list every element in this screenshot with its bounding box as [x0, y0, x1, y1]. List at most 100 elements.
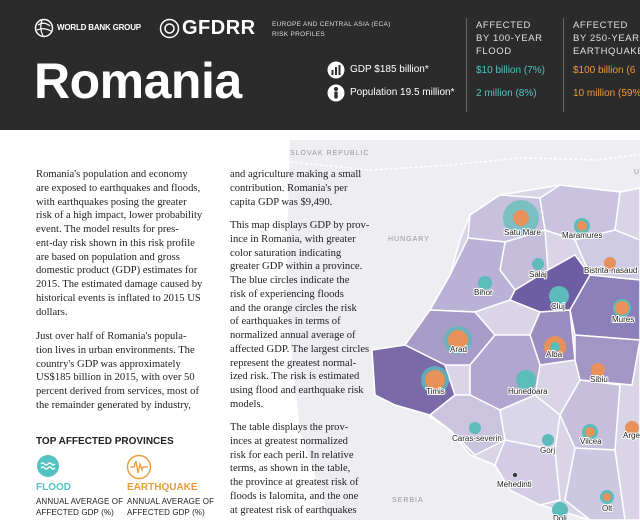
section-title: TOP AFFECTED PROVINCES [36, 436, 174, 447]
text-line: risk of a high impact, lower probability [36, 210, 203, 222]
peril-caption: ANNUAL AVERAGE OF [127, 497, 215, 506]
flood-circle [478, 276, 492, 290]
gdp-icon [327, 61, 345, 79]
risk-map: SLOVAK REPUBLIC HUNGARY SERBIA U Satu Ma… [286, 140, 640, 520]
province-label: Mures [612, 315, 634, 324]
text-line: using flood and earthquake risk [230, 385, 364, 396]
text-line: are based on population and gross [36, 251, 180, 263]
text-line: Romania's population and economy [36, 169, 188, 180]
gfdrr-icon [159, 18, 180, 39]
column-value: 2 million (8%) [476, 88, 537, 99]
text-line: affected GDP. The largest circles [230, 343, 370, 355]
province-label: Salaj [529, 270, 547, 279]
country-label: U [634, 169, 640, 176]
province-shape [494, 439, 561, 506]
province-label: Arad [450, 345, 467, 354]
province-shape [573, 229, 640, 281]
column-heading: AFFECTED [573, 20, 628, 31]
country-label: HUNGARY [388, 236, 430, 243]
text-line: ince in Romania, with greater [230, 233, 356, 245]
earthquake-icon [126, 454, 152, 480]
province-label: Alba [546, 350, 563, 359]
text-line: greater GDP within a province. [230, 261, 363, 273]
flood-circle [516, 370, 536, 390]
column-value: 10 million (59% [573, 88, 640, 99]
province-label: Hunedoara [508, 387, 548, 396]
peril-caption: ANNUAL AVERAGE OF [36, 497, 124, 506]
province-label: Mehedinti [497, 480, 532, 489]
text-line: The blue circles indicate the [230, 275, 350, 286]
text-line: normalized annual average of [230, 330, 356, 341]
quake-circle [513, 210, 529, 226]
divider [466, 18, 467, 112]
text-line: capita GDP was $9,490. [230, 196, 333, 208]
text-line: and agriculture making a small [230, 169, 362, 180]
peril-caption: AFFECTED GDP (%) [36, 508, 114, 517]
text-line: of earthquakes in terms of [230, 316, 341, 328]
flood-circle [550, 342, 560, 352]
text-line: represent the greatest normal- [230, 357, 357, 369]
province-label: Bistrita-nasaud [584, 266, 637, 275]
province-label: Gorj [540, 446, 555, 455]
column-heading: FLOOD [476, 46, 512, 57]
column-heading: EARTHQUAKE [573, 46, 640, 57]
country-label: SERBIA [392, 497, 424, 504]
text-line: and the orange circles the risk [230, 302, 357, 314]
text-line: ized risk. The risk is estimated [230, 371, 360, 383]
text-line: inces at greatest normalized [230, 435, 348, 447]
risk-circles [421, 200, 639, 518]
flood-circle [552, 502, 568, 518]
text-line: ent-day risk shown in this risk profile [36, 237, 195, 249]
text-line: floods is Ialomita, and the one [230, 490, 359, 502]
province-label: Cluj [551, 302, 565, 311]
stat-text: Population 19.5 million* [350, 87, 455, 98]
province-label: Olt [602, 504, 613, 513]
text-line: dollars. [36, 306, 68, 318]
quake-circle [591, 363, 605, 377]
quake-circle [603, 493, 611, 501]
text-line: the province at greatest risk of [230, 477, 359, 488]
text-line: event. The model results for pres- [36, 224, 179, 235]
world-bank-icon [34, 18, 54, 38]
province-label: Dolj [553, 514, 567, 520]
text-line: This map displays GDP by prov- [230, 220, 370, 231]
text-line: US$185 billion in 2015, with over 50 [36, 372, 195, 384]
text-line: risk for each peril. In relative [230, 449, 354, 461]
text-line: terms, as shown in the table, [230, 463, 351, 475]
province-shape [428, 394, 506, 456]
text-line: at greatest risk of earthquakes [230, 504, 357, 516]
quake-circle [425, 370, 445, 390]
province-label: Sibiu [590, 375, 608, 384]
flood-circle [469, 422, 481, 434]
text-line: contribution. Romania's per [230, 182, 348, 194]
series-label: RISK PROFILES [272, 31, 326, 38]
city-dot [513, 473, 517, 477]
country-label: SLOVAK REPUBLIC [290, 150, 369, 157]
province-label: Timis [426, 387, 445, 396]
text-line: percent derived from services, most of [36, 386, 199, 397]
text-line: with earthquakes posing the greater [36, 196, 187, 208]
province-label: Satu Mare [504, 228, 541, 237]
text-line: 2015. The estimated damage caused by [36, 279, 203, 290]
province-shape [428, 237, 516, 313]
flood-icon [37, 455, 59, 477]
logo-text: GFDRR [182, 17, 256, 39]
province-label: Arge [623, 431, 640, 440]
flood-circle [542, 434, 554, 446]
population-icon [327, 84, 345, 102]
text-line: risk of experiencing floods [230, 288, 344, 300]
stat-text: GDP $185 billion* [350, 64, 429, 75]
text-line: are exposed to earthquakes and floods, [36, 182, 201, 194]
text-line: country's GDP was approximately [36, 358, 181, 370]
column-heading: AFFECTED [476, 20, 531, 31]
border-line [289, 153, 640, 171]
text-line: models. [230, 398, 264, 410]
quake-circle [615, 301, 629, 315]
text-line: historical events is inflated to 2015 US [36, 292, 201, 304]
flood-circle [549, 286, 569, 306]
column-value: $100 billion (6 [573, 65, 636, 76]
peril-name: FLOOD [36, 482, 71, 493]
text-line: domestic product (GDP) estimates for [36, 265, 198, 277]
